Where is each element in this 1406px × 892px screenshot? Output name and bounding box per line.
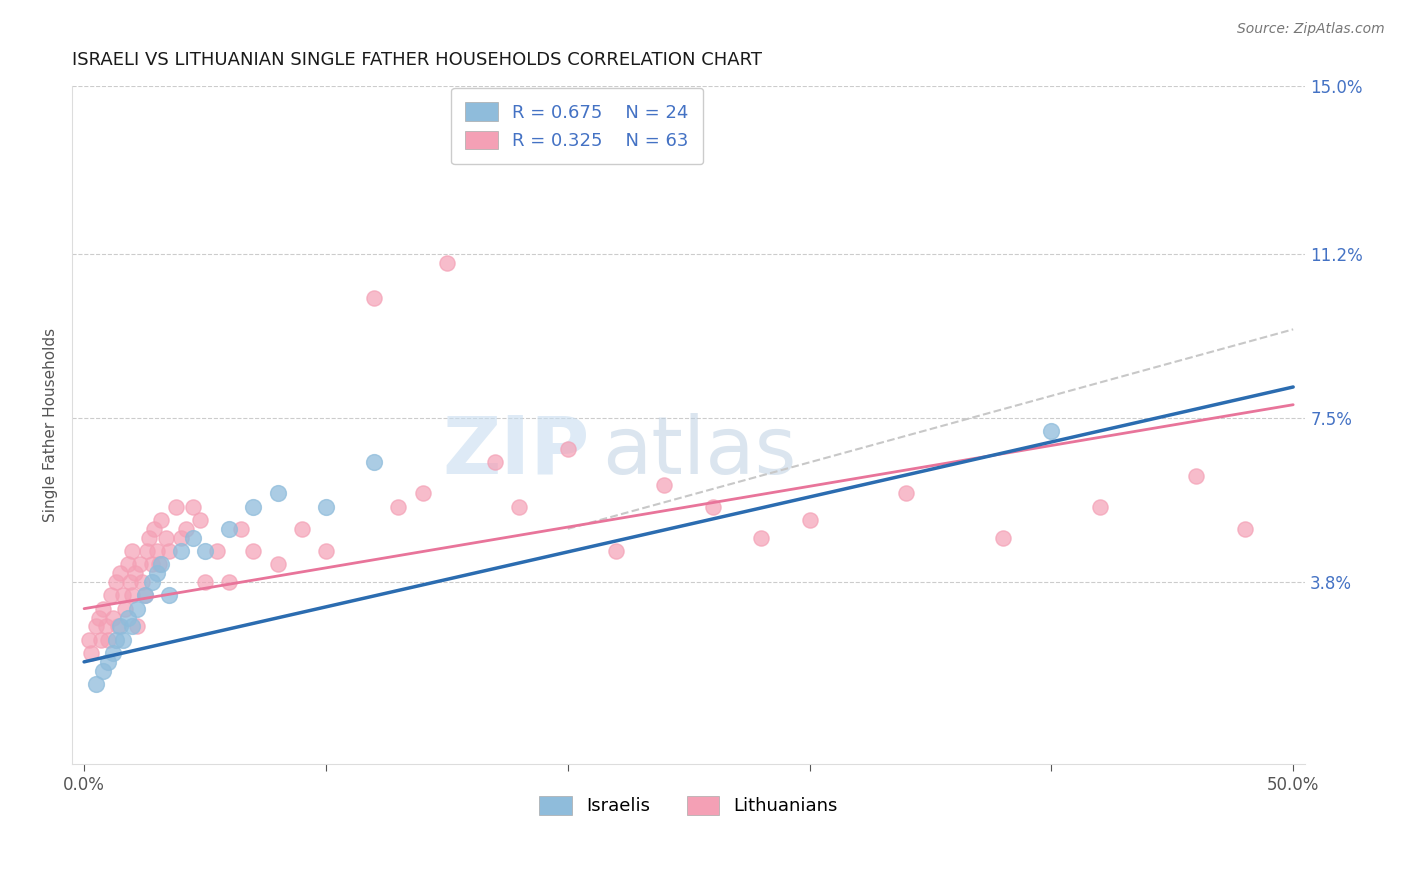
Point xyxy=(157,588,180,602)
Point xyxy=(1185,468,1208,483)
Point xyxy=(104,632,127,647)
Point xyxy=(194,544,217,558)
Point xyxy=(145,566,167,581)
Point xyxy=(242,544,264,558)
Point xyxy=(181,531,204,545)
Point xyxy=(127,619,149,633)
Point xyxy=(84,619,107,633)
Point xyxy=(188,513,211,527)
Text: ISRAELI VS LITHUANIAN SINGLE FATHER HOUSEHOLDS CORRELATION CHART: ISRAELI VS LITHUANIAN SINGLE FATHER HOUS… xyxy=(72,51,762,69)
Point xyxy=(150,558,173,572)
Point xyxy=(107,619,129,633)
Point xyxy=(134,588,156,602)
Point xyxy=(97,655,120,669)
Point xyxy=(231,522,253,536)
Point xyxy=(111,632,134,647)
Point xyxy=(205,544,228,558)
Point xyxy=(141,558,163,572)
Point xyxy=(136,544,159,558)
Point xyxy=(138,531,160,545)
Text: ZIP: ZIP xyxy=(443,413,591,491)
Point xyxy=(127,601,149,615)
Point xyxy=(110,566,132,581)
Point xyxy=(110,619,132,633)
Point xyxy=(114,601,136,615)
Point xyxy=(194,575,217,590)
Point xyxy=(128,558,150,572)
Point xyxy=(111,588,134,602)
Point xyxy=(702,500,724,514)
Point xyxy=(991,531,1014,545)
Point xyxy=(218,522,240,536)
Point xyxy=(143,522,166,536)
Point xyxy=(121,588,143,602)
Point xyxy=(117,558,139,572)
Point xyxy=(121,544,143,558)
Point xyxy=(118,575,141,590)
Point xyxy=(242,500,264,514)
Point xyxy=(1040,425,1063,439)
Point xyxy=(266,486,288,500)
Point xyxy=(101,646,124,660)
Point xyxy=(124,566,146,581)
Text: Source: ZipAtlas.com: Source: ZipAtlas.com xyxy=(1237,22,1385,37)
Point xyxy=(157,544,180,558)
Point xyxy=(117,610,139,624)
Point xyxy=(484,455,506,469)
Point xyxy=(150,513,173,527)
Point xyxy=(412,486,434,500)
Point xyxy=(749,531,772,545)
Point xyxy=(557,442,579,456)
Point xyxy=(363,291,385,305)
Point xyxy=(174,522,197,536)
Point xyxy=(87,610,110,624)
Legend: Israelis, Lithuanians: Israelis, Lithuanians xyxy=(533,789,845,822)
Point xyxy=(148,558,170,572)
Point xyxy=(508,500,530,514)
Point xyxy=(315,544,337,558)
Point xyxy=(218,575,240,590)
Point xyxy=(145,544,167,558)
Point xyxy=(104,575,127,590)
Point xyxy=(315,500,337,514)
Point xyxy=(363,455,385,469)
Point xyxy=(291,522,314,536)
Point xyxy=(101,610,124,624)
Point xyxy=(1233,522,1256,536)
Point xyxy=(654,477,676,491)
Point xyxy=(266,558,288,572)
Point xyxy=(1088,500,1111,514)
Point xyxy=(436,256,458,270)
Point xyxy=(131,575,153,590)
Point xyxy=(121,619,143,633)
Point xyxy=(170,544,193,558)
Y-axis label: Single Father Households: Single Father Households xyxy=(44,327,58,522)
Point xyxy=(93,664,115,678)
Point xyxy=(94,619,117,633)
Point xyxy=(84,677,107,691)
Point xyxy=(799,513,821,527)
Point xyxy=(97,632,120,647)
Text: atlas: atlas xyxy=(602,413,797,491)
Point xyxy=(170,531,193,545)
Point xyxy=(181,500,204,514)
Point xyxy=(93,601,115,615)
Point xyxy=(155,531,177,545)
Point xyxy=(896,486,918,500)
Point xyxy=(141,575,163,590)
Point xyxy=(77,632,100,647)
Point xyxy=(605,544,627,558)
Point xyxy=(100,588,122,602)
Point xyxy=(90,632,112,647)
Point xyxy=(134,588,156,602)
Point xyxy=(387,500,409,514)
Point xyxy=(165,500,187,514)
Point xyxy=(80,646,103,660)
